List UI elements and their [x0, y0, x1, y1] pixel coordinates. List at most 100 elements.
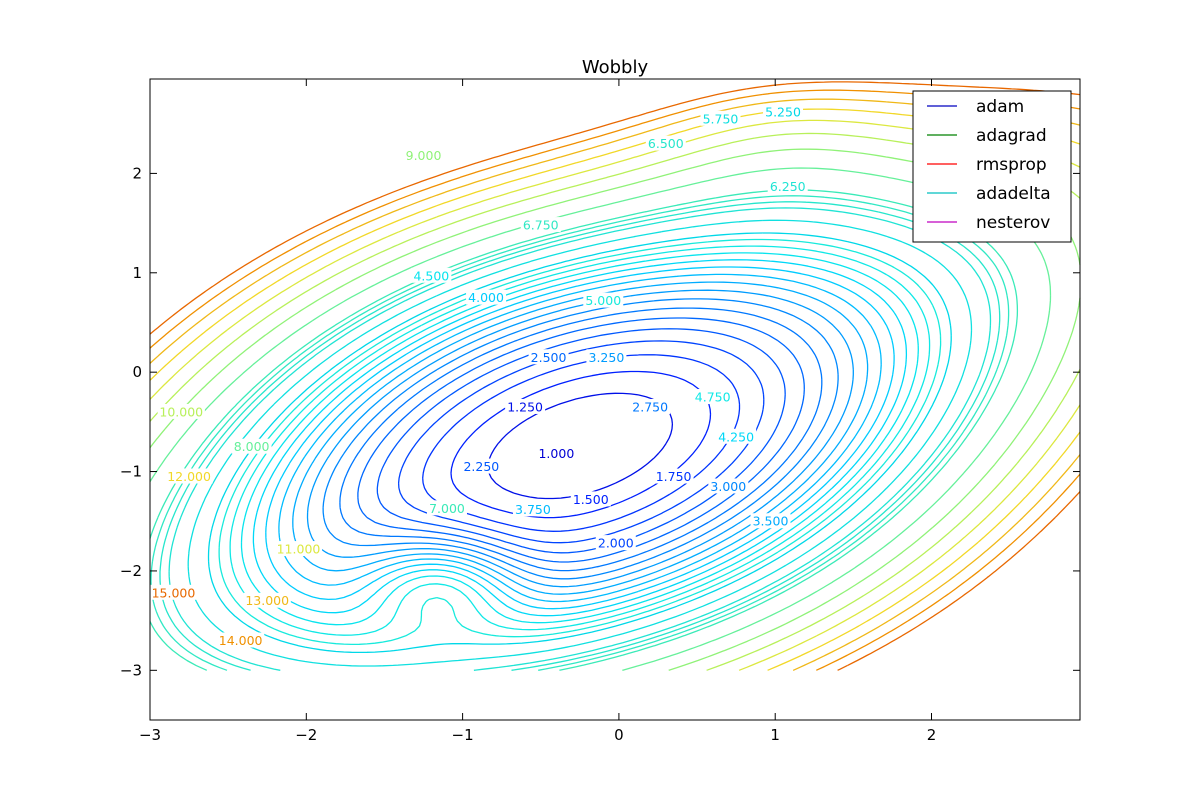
- contour-label-6: 2.500: [531, 350, 567, 365]
- contour-label-13: 4.250: [718, 429, 754, 444]
- y-tick-label: −1: [120, 463, 142, 481]
- contour-label-bg-22: [426, 500, 467, 516]
- contour-line-8: [322, 298, 839, 580]
- legend-label-nesterov: nesterov: [976, 213, 1050, 233]
- contour-label-bg-26: [274, 541, 323, 557]
- contour-label-16: 5.000: [585, 293, 621, 308]
- contour-label-8: 3.000: [710, 479, 746, 494]
- contour-label-24: 9.000: [406, 148, 442, 163]
- legend: adam adagrad rmsprop adadelta nesterov: [912, 90, 1072, 243]
- contour-label-bg-3: [653, 468, 694, 484]
- contour-label-bg-25: [157, 403, 205, 419]
- contour-line-12: [265, 266, 895, 610]
- contour-labels: 1.000 1.250 1.500 1.750 2.000 2.250 2.500 2.750…: [149, 103, 808, 648]
- y-tick-label: 2: [132, 164, 142, 182]
- contour-label-7: 2.750: [632, 399, 668, 414]
- contour-label-bg-28: [243, 592, 291, 608]
- contour-line-14: [240, 252, 919, 626]
- contour-line-23: [149, 167, 1052, 671]
- contour-label-21: 6.750: [523, 218, 559, 233]
- y-tick-label: −2: [120, 562, 142, 580]
- x-tick-label: 1: [770, 726, 780, 744]
- contour-line-30: [149, 81, 1081, 671]
- contour-line-10: [292, 281, 869, 595]
- axes: −3 −2 −1 0 1 2 −3 −2 −1 0 1 2: [120, 78, 1081, 744]
- legend-box: [912, 90, 1072, 243]
- contour-line-9: [306, 289, 854, 588]
- y-tick-label: −3: [120, 661, 142, 679]
- contour-label-12: 4.000: [468, 290, 504, 305]
- contour-line-5: [376, 328, 786, 554]
- legend-label-rmsprop: rmsprop: [976, 155, 1047, 175]
- contour-label-bg-16: [583, 292, 624, 308]
- contour-label-bg-0: [536, 445, 577, 461]
- contour-label-14: 4.500: [413, 268, 449, 283]
- contour-label-bg-18: [700, 110, 741, 126]
- contour-label-bg-11: [512, 501, 553, 517]
- contour-label-bg-1: [505, 398, 546, 414]
- x-tick-label: −1: [452, 726, 474, 744]
- contour-label-1: 1.250: [507, 399, 543, 414]
- contour-label-bg-21: [520, 217, 561, 233]
- contour-label-29: 14.000: [219, 633, 263, 648]
- contour-label-bg-29: [217, 632, 265, 648]
- contour-label-bg-30: [149, 584, 198, 600]
- y-tick-label: 1: [132, 264, 142, 282]
- contour-label-0: 1.000: [538, 446, 574, 461]
- contour-label-3: 1.750: [656, 469, 692, 484]
- contour-label-bg-15: [692, 389, 733, 405]
- contour-line-21: [150, 195, 1010, 671]
- contour-line-7: [339, 307, 823, 572]
- legend-label-adadelta: adadelta: [976, 184, 1051, 204]
- contour-line-6: [357, 317, 805, 563]
- legend-label-adagrad: adagrad: [976, 126, 1047, 146]
- contour-label-26: 11.000: [277, 542, 321, 557]
- contour-label-bg-17: [763, 103, 804, 119]
- contour-line-18: [187, 219, 973, 667]
- contour-label-9: 3.250: [589, 350, 625, 365]
- x-tick-label: 2: [927, 726, 937, 744]
- x-tick-label: −3: [139, 726, 161, 744]
- contour-label-bg-12: [466, 289, 507, 305]
- contour-label-25: 10.000: [159, 404, 203, 419]
- contour-label-bg-13: [716, 428, 757, 444]
- contour-label-bg-19: [767, 178, 808, 194]
- contour-line-15: [229, 245, 931, 636]
- contour-line-11: [278, 273, 882, 603]
- contour-label-bg-7: [630, 398, 671, 414]
- contour-label-2: 1.500: [573, 492, 609, 507]
- contour-label-bg-2: [570, 491, 611, 507]
- contour-label-30: 15.000: [152, 585, 196, 600]
- contour-label-bg-9: [586, 349, 627, 365]
- contour-label-19: 6.250: [770, 179, 806, 194]
- contour-label-bg-24: [403, 147, 444, 163]
- contour-label-bg-23: [231, 438, 272, 454]
- contour-line-19: [168, 207, 992, 671]
- contour-line-17: [207, 232, 952, 654]
- contour-label-bg-27: [165, 468, 213, 484]
- contour-label-bg-8: [708, 478, 749, 494]
- plot-frame: [149, 78, 1081, 721]
- contour-label-18: 5.750: [703, 111, 739, 126]
- contour-label-bg-20: [645, 135, 686, 151]
- contour-label-15: 4.750: [695, 390, 731, 405]
- x-tick-label: −2: [295, 726, 317, 744]
- contour-label-bg-6: [528, 349, 569, 365]
- legend-label-adam: adam: [976, 97, 1024, 117]
- contour-label-4: 2.000: [598, 536, 634, 551]
- contour-label-10: 3.500: [753, 514, 789, 529]
- contour-label-27: 12.000: [167, 469, 211, 484]
- contour-label-22: 7.000: [429, 501, 465, 516]
- contour-label-bg-10: [750, 513, 791, 529]
- chart-title: Wobbly: [582, 57, 649, 78]
- contour-label-17: 5.250: [765, 104, 801, 119]
- x-tick-label: 0: [614, 726, 624, 744]
- contour-label-bg-4: [595, 535, 636, 551]
- contour-label-5: 2.250: [463, 459, 499, 474]
- contour-label-bg-5: [461, 458, 502, 474]
- contour-label-28: 13.000: [245, 593, 289, 608]
- contour-label-20: 6.500: [648, 136, 684, 151]
- contour-label-23: 8.000: [234, 439, 270, 454]
- contour-line-20: [159, 201, 1001, 671]
